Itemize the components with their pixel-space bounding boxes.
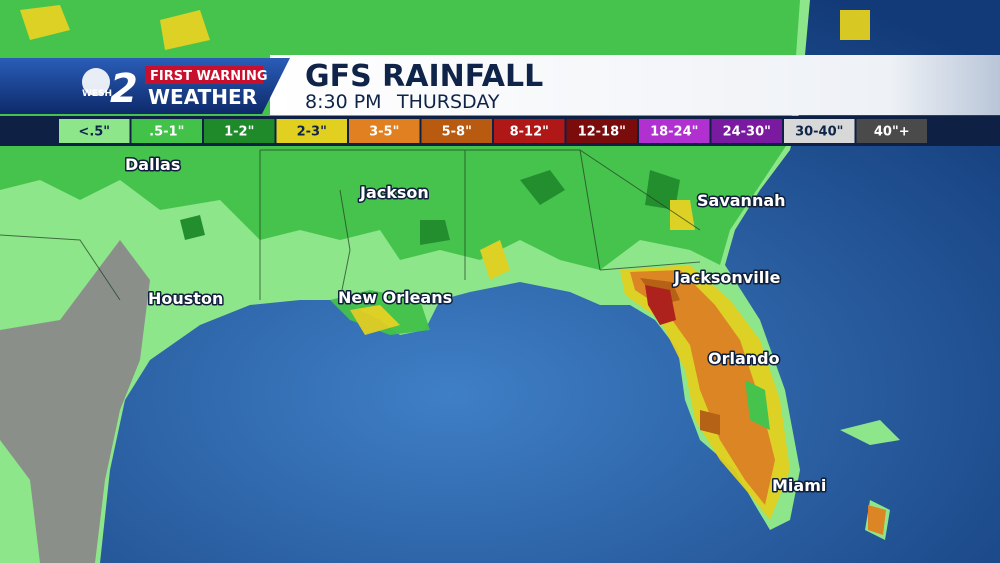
- legend-swatch: [711, 119, 782, 143]
- product: WEATHER: [148, 85, 257, 109]
- legend-label: 12-18": [578, 125, 626, 140]
- legend-label: 5-8": [442, 125, 472, 140]
- legend-label: 3-5": [369, 125, 399, 140]
- city-label: Miami: [772, 476, 826, 495]
- city-label: Savannah: [697, 191, 786, 210]
- legend-label: 18-24": [650, 125, 698, 140]
- city-labels: Dallas Jackson Savannah Houston New Orleans J…: [124, 154, 828, 497]
- legend-swatch: [421, 119, 492, 143]
- legend-swatch: [349, 119, 420, 143]
- city-label: New Orleans: [338, 288, 452, 307]
- legend-swatch: [494, 119, 565, 143]
- legend-label: <.5": [78, 125, 110, 140]
- legend-swatch: [204, 119, 275, 143]
- city-label: Houston: [148, 289, 223, 308]
- legend-label: 30-40": [795, 125, 843, 140]
- title-banner: [270, 55, 1000, 115]
- brand: FIRST WARNING: [150, 69, 268, 84]
- peacock-icon: [82, 68, 110, 96]
- city-label: Jackson: [359, 183, 429, 202]
- time: 8:30 PM: [305, 91, 382, 113]
- legend-swatch: [784, 119, 855, 143]
- legend-swatch: [276, 119, 347, 143]
- legend-swatch: [566, 119, 637, 143]
- legend-swatch: [131, 119, 202, 143]
- legend-label: 2-3": [297, 125, 327, 140]
- legend-label: 24-30": [723, 125, 771, 140]
- legend-label: .5-1": [149, 125, 184, 140]
- channel-number: 2: [110, 66, 138, 112]
- day: THURSDAY: [396, 91, 500, 113]
- legend-label: 8-12": [510, 125, 549, 140]
- state-borders: [0, 149, 701, 301]
- legend: <.5" .5-1" 1-2" 2-3" 3-5" 5-8" 8-12" 12-18" 18-2…: [59, 119, 927, 143]
- brand-box: [145, 66, 263, 84]
- legend-swatch: [856, 119, 927, 143]
- legend-label: 1-2": [224, 125, 254, 140]
- city-label: Dallas: [125, 155, 180, 174]
- legend-swatch: [639, 119, 710, 143]
- station-call: WESH: [82, 89, 112, 99]
- city-label: Jacksonville: [673, 268, 781, 287]
- legend-label: 40"+: [874, 125, 910, 140]
- city-label: Orlando: [708, 349, 780, 368]
- title: GFS RAINFALL: [305, 59, 543, 94]
- legend-swatch: [59, 119, 130, 143]
